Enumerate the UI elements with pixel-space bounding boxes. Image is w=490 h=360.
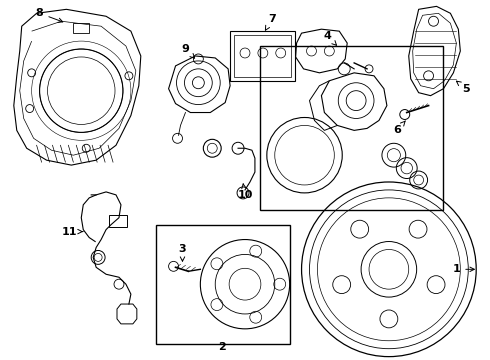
Bar <box>156 225 290 344</box>
Bar <box>234 35 291 77</box>
Bar <box>230 31 294 81</box>
Text: 11: 11 <box>62 226 83 237</box>
Text: 5: 5 <box>457 81 470 94</box>
Bar <box>74 23 89 33</box>
Text: 9: 9 <box>181 44 195 58</box>
Bar <box>260 46 443 210</box>
Text: 2: 2 <box>219 342 226 352</box>
Text: 1: 1 <box>452 264 474 274</box>
Text: 3: 3 <box>179 244 186 261</box>
Text: 6: 6 <box>393 121 405 135</box>
Text: 7: 7 <box>266 14 276 30</box>
Bar <box>109 215 127 227</box>
Text: 8: 8 <box>36 8 63 22</box>
Text: 10: 10 <box>237 184 253 200</box>
Text: 4: 4 <box>323 31 337 45</box>
